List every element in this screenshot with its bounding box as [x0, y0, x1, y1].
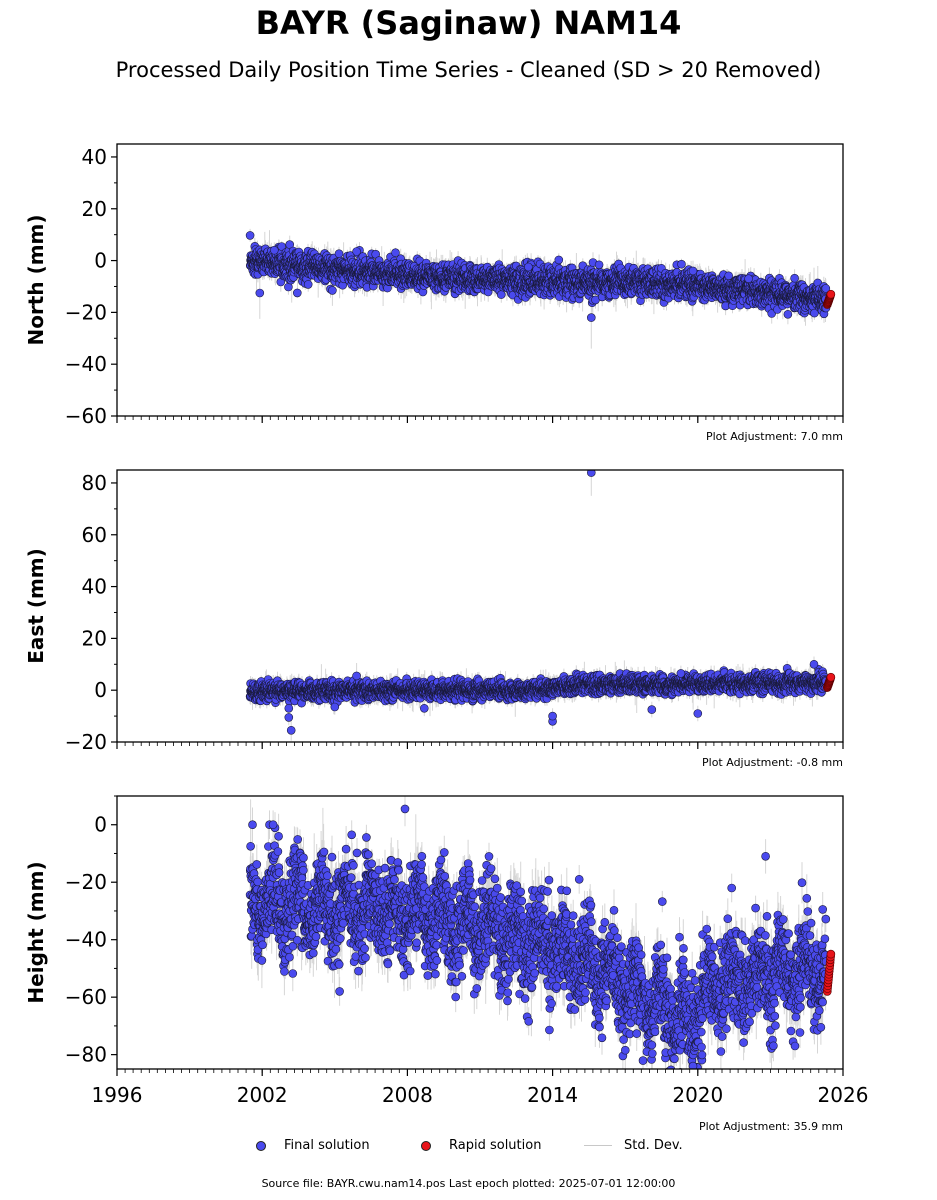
y-tick-label: −40 [65, 352, 107, 376]
y-tick-label: 40 [82, 145, 107, 169]
final-point-outlier [688, 266, 698, 276]
panel-data-0 [245, 228, 836, 349]
final-point [334, 249, 344, 258]
final-point [594, 260, 604, 270]
y-tick-label: 0 [94, 249, 107, 273]
final-point-outlier [269, 245, 279, 255]
final-point [303, 280, 313, 289]
plot-adjustment-label: Plot Adjustment: 7.0 mm [706, 430, 843, 443]
final-solution-points [245, 231, 831, 322]
final-point-outlier [352, 247, 361, 256]
y-tick-label: −20 [65, 300, 107, 324]
final-point-outlier [744, 274, 753, 284]
final-point-outlier [328, 286, 337, 295]
final-point [724, 271, 734, 281]
final-point-outlier [586, 313, 596, 322]
y-axis-label: North (mm) [24, 214, 48, 345]
chart-subtitle: Processed Daily Position Time Series - C… [115, 58, 822, 82]
final-point [496, 290, 506, 299]
panel-0: −60 −40 −20 0 20 40 North (mm) Plot Adjustment:… [24, 143, 844, 443]
y-tick-label: 20 [82, 197, 107, 221]
final-point [245, 231, 255, 240]
y-tick-label: −60 [65, 404, 107, 428]
final-point [677, 259, 686, 269]
rapid-point [826, 289, 836, 299]
final-point [391, 248, 400, 257]
panel-data-1 [245, 470, 836, 741]
final-point [277, 242, 287, 251]
final-point [783, 309, 793, 319]
final-point-outlier [255, 288, 265, 298]
final-point [292, 288, 302, 298]
final-solution-points [245, 470, 831, 735]
final-point [554, 255, 564, 265]
final-point [790, 273, 799, 283]
final-point-outlier [524, 262, 533, 272]
chart-title: BAYR (Saginaw) NAM14 [255, 4, 682, 42]
